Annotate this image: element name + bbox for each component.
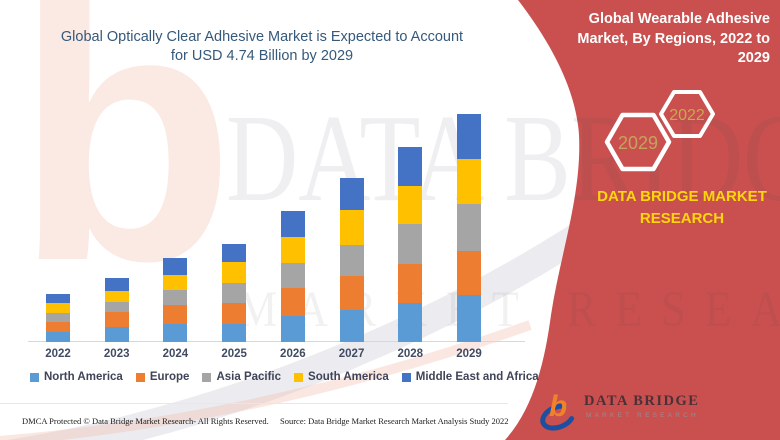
legend-label: North America — [44, 371, 123, 383]
svg-text:b: b — [549, 390, 567, 423]
bar-segment-2026-asia-pacific — [280, 263, 305, 289]
legend-item-asia-pacific: Asia Pacific — [202, 371, 281, 383]
legend-label: South America — [308, 371, 389, 383]
bar-segment-2027-middle-east-and-africa — [339, 178, 364, 210]
legend-label: Asia Pacific — [216, 371, 282, 383]
legend-label: Europe — [149, 371, 190, 383]
x-axis-label-2022: 2022 — [45, 348, 71, 360]
bar-segment-2025-north-america — [222, 323, 247, 342]
bar-segment-2026-europe — [280, 288, 305, 317]
hexagon-2029-badge: 2029 — [604, 112, 672, 172]
x-axis-label-2029: 2029 — [456, 348, 482, 360]
x-axis-label-2023: 2023 — [103, 348, 130, 360]
x-axis-label-2028: 2028 — [397, 348, 424, 360]
legend-item-south-america: South America — [294, 371, 389, 383]
footer-divider — [0, 403, 508, 404]
chart-title-line1: Global Optically Clear Adhesive Market i… — [60, 29, 464, 45]
bar-segment-2024-europe — [163, 305, 188, 325]
hexagon-2022-label: 2022 — [669, 107, 705, 124]
databridge-text-watermark: DATA BRIDGE — [226, 88, 780, 228]
bar-segment-2029-north-america — [456, 294, 481, 342]
bar-segment-2024-asia-pacific — [163, 290, 188, 306]
bar-segment-2022-north-america — [46, 332, 70, 342]
bar-segment-2023-asia-pacific — [104, 301, 129, 313]
chart-title: Global Optically Clear Adhesive Market i… — [40, 28, 484, 66]
bar-segment-2028-asia-pacific — [398, 224, 423, 265]
legend-swatch-icon — [202, 372, 212, 382]
bar-segment-2028-europe — [398, 264, 423, 303]
bar-segment-2026-south-america — [280, 236, 305, 264]
bar-segment-2029-middle-east-and-africa — [456, 114, 481, 159]
marketresearch-text-watermark: MARKET RESEARCH — [238, 281, 780, 338]
bar-segment-2027-south-america — [339, 209, 364, 245]
bar-segment-2023-middle-east-and-africa — [104, 277, 129, 291]
bar-segment-2027-north-america — [339, 310, 364, 342]
databridge-logo-icon: b — [540, 390, 576, 431]
panel-heading: Global Wearable Adhesive Market, By Regi… — [577, 11, 770, 66]
brand-b-watermark: b — [15, 0, 235, 336]
bar-segment-2029-asia-pacific — [456, 203, 481, 251]
bar-segment-2028-middle-east-and-africa — [398, 146, 423, 186]
chart-legend: North America Europe Asia Pacific South Ame… — [30, 371, 552, 383]
brand-text: DATA BRIDGE MARKET RESEARCH — [597, 188, 767, 227]
legend-swatch-icon — [135, 372, 145, 382]
bar-segment-2023-south-america — [104, 290, 129, 302]
bar-segment-2027-europe — [339, 276, 364, 311]
bar-segment-2022-south-america — [46, 303, 70, 313]
chart-title-line2: for USD 4.74 Billion by 2029 — [170, 48, 354, 64]
bar-segment-2024-middle-east-and-africa — [163, 258, 188, 276]
x-axis-line — [28, 341, 525, 342]
bar-segment-2028-north-america — [398, 302, 423, 342]
legend-swatch-icon — [401, 372, 411, 382]
hexagon-2029-label: 2029 — [618, 133, 658, 153]
bar-segment-2025-europe — [222, 302, 247, 324]
bar-segment-2023-europe — [104, 312, 129, 328]
x-axis-label-2027: 2027 — [338, 348, 365, 360]
bar-segment-2026-north-america — [280, 316, 305, 342]
bar-segment-2027-asia-pacific — [339, 244, 364, 277]
bar-segment-2024-north-america — [163, 324, 188, 342]
bar-segment-2029-europe — [456, 250, 481, 295]
legend-swatch-icon — [30, 372, 39, 382]
legend-item-europe: Europe — [135, 371, 190, 383]
bar-segment-2024-south-america — [163, 275, 188, 291]
logo-name: DATA BRIDGE — [584, 393, 700, 409]
dmca-notice: DMCA Protected © Data Bridge Market Rese… — [22, 416, 269, 426]
legend-label: Middle East and Africa — [415, 371, 539, 383]
bar-segment-2025-south-america — [222, 261, 247, 284]
legend-item-north-america: North America — [30, 371, 123, 383]
bar-segment-2026-middle-east-and-africa — [280, 211, 305, 237]
x-axis-label-2024: 2024 — [162, 348, 189, 360]
bar-segment-2022-asia-pacific — [46, 312, 70, 323]
bar-segment-2025-asia-pacific — [222, 283, 247, 303]
bar-segment-2022-middle-east-and-africa — [46, 294, 70, 304]
hexagon-2022-badge: 2022 — [659, 90, 715, 138]
bar-segment-2029-south-america — [456, 158, 481, 204]
legend-item-middle-east-and-africa: Middle East and Africa — [401, 371, 539, 383]
x-axis-label-2026: 2026 — [280, 348, 306, 360]
databridge-logo: b DATA BRIDGE MARKET RESEARCH — [538, 386, 738, 434]
source-note: Source: Data Bridge Market Research Mark… — [280, 416, 509, 426]
logo-subtitle: MARKET RESEARCH — [586, 412, 699, 419]
bar-segment-2025-middle-east-and-africa — [222, 243, 247, 262]
bar-segment-2022-europe — [46, 322, 70, 333]
bar-segment-2023-north-america — [104, 327, 129, 342]
x-axis-label-2025: 2025 — [221, 348, 247, 360]
bar-segment-2028-south-america — [398, 186, 423, 225]
legend-swatch-icon — [294, 372, 304, 382]
